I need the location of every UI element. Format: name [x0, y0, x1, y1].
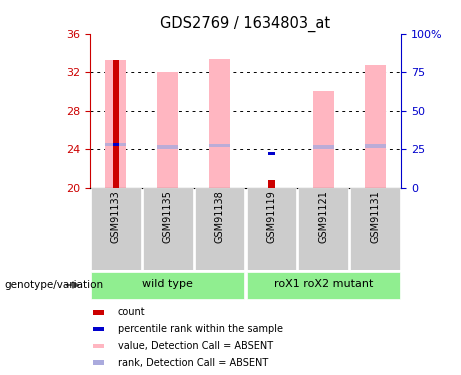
Bar	[365, 64, 385, 188]
Text: percentile rank within the sample: percentile rank within the sample	[118, 324, 283, 334]
Bar	[91, 188, 141, 270]
Bar	[209, 59, 230, 188]
Bar	[157, 146, 178, 149]
Bar	[268, 180, 275, 188]
Text: wild type: wild type	[142, 279, 193, 290]
Text: value, Detection Call = ABSENT: value, Detection Call = ABSENT	[118, 341, 273, 351]
Bar	[93, 344, 104, 348]
Bar	[157, 72, 178, 188]
Bar	[143, 188, 193, 270]
Text: GSM91121: GSM91121	[318, 190, 328, 243]
Text: count: count	[118, 307, 146, 317]
Bar	[298, 188, 348, 270]
Bar	[247, 188, 296, 270]
Bar	[350, 188, 400, 270]
Bar	[313, 146, 334, 149]
Bar	[313, 92, 334, 188]
Bar	[106, 60, 126, 188]
Bar	[112, 60, 119, 188]
Bar	[195, 188, 244, 270]
Bar	[93, 327, 104, 332]
Bar	[365, 144, 385, 148]
Text: GSM91138: GSM91138	[214, 190, 225, 243]
Text: genotype/variation: genotype/variation	[5, 280, 104, 290]
Text: GSM91135: GSM91135	[163, 190, 173, 243]
Bar	[93, 360, 104, 365]
Text: GSM91119: GSM91119	[266, 190, 277, 243]
Bar	[268, 152, 275, 155]
Text: GSM91133: GSM91133	[111, 190, 121, 243]
Bar	[247, 272, 400, 298]
Text: rank, Detection Call = ABSENT: rank, Detection Call = ABSENT	[118, 358, 268, 368]
Bar	[91, 272, 244, 298]
Bar	[112, 143, 119, 146]
Bar	[209, 144, 230, 147]
Text: roX1 roX2 mutant: roX1 roX2 mutant	[273, 279, 373, 290]
Title: GDS2769 / 1634803_at: GDS2769 / 1634803_at	[160, 16, 331, 32]
Bar	[93, 310, 104, 315]
Text: GSM91131: GSM91131	[370, 190, 380, 243]
Bar	[106, 142, 126, 146]
